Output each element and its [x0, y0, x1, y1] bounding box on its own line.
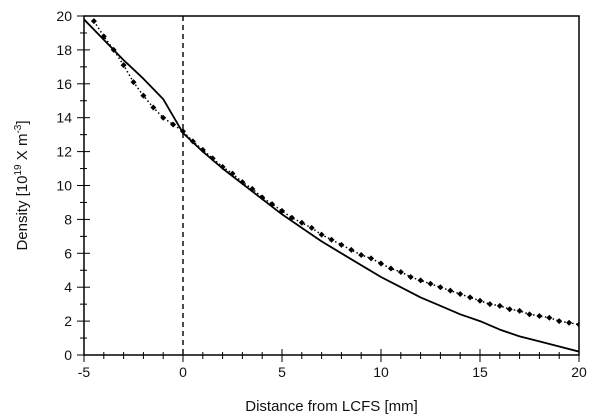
data-point	[338, 241, 345, 248]
data-point	[239, 179, 246, 186]
data-point	[170, 121, 177, 128]
data-point	[269, 201, 276, 208]
y-tick-label: 18	[56, 42, 72, 58]
y-tick-label: 0	[64, 347, 72, 363]
y-axis-title-superscript: 19	[13, 164, 24, 176]
data-point	[437, 284, 444, 291]
data-point	[467, 294, 474, 301]
data-point	[397, 268, 404, 275]
plot-area	[84, 16, 579, 355]
data-point	[486, 301, 493, 308]
data-point	[259, 194, 266, 201]
data-point	[536, 313, 543, 320]
data-point	[546, 314, 553, 321]
x-tick-label: 10	[373, 364, 389, 380]
data-point	[506, 306, 513, 313]
data-point	[526, 311, 533, 318]
data-point	[358, 251, 365, 258]
y-tick-label: 8	[64, 211, 72, 227]
y-axis-title: Density [1019 X m-3]	[13, 120, 31, 250]
y-axis-title-part: Density [10	[14, 176, 31, 251]
data-point	[229, 170, 236, 177]
data-point	[110, 46, 117, 53]
data-point	[180, 128, 186, 135]
x-axis-title: Distance from LCFS [mm]	[245, 398, 418, 415]
data-point	[318, 231, 325, 238]
y-tick-label: 4	[64, 279, 72, 295]
data-point	[160, 114, 167, 121]
data-point	[516, 307, 523, 314]
data-point	[328, 236, 335, 243]
data-point	[368, 255, 375, 262]
data-point	[130, 79, 137, 86]
data-point	[90, 18, 97, 25]
data-point	[288, 214, 295, 221]
y-axis-title-part: X m	[14, 134, 31, 165]
x-tick-label: 20	[571, 364, 587, 380]
axes: -5 0 5 10 15 20 0 2 4 6 8 10 12 14 16 18 20	[56, 8, 587, 380]
data-point	[279, 207, 285, 214]
y-tick-label: 14	[56, 110, 72, 126]
data-point	[427, 280, 434, 287]
y-axis-title-part: ]	[14, 120, 31, 124]
data-point	[387, 265, 394, 272]
data-point	[566, 319, 573, 326]
y-tick-label: 6	[64, 245, 72, 261]
series-1	[84, 18, 579, 353]
data-point	[417, 277, 424, 284]
y-tick-label: 10	[56, 178, 72, 194]
data-point	[298, 219, 305, 226]
data-point	[308, 224, 315, 231]
y-axis-title-superscript: -3	[13, 124, 24, 133]
data-point	[209, 155, 216, 162]
series-1-line	[84, 18, 579, 353]
data-point	[120, 62, 127, 69]
data-point	[457, 290, 464, 297]
y-tick-label: 2	[64, 313, 72, 329]
data-point	[407, 274, 414, 281]
data-point	[140, 92, 147, 99]
series-2	[90, 18, 579, 328]
data-point	[477, 297, 483, 304]
series-2-line	[93, 20, 579, 326]
y-tick-label: 12	[56, 144, 72, 160]
x-tick-label: 15	[472, 364, 488, 380]
x-tick-label: 0	[179, 364, 187, 380]
x-tick-label: 5	[278, 364, 286, 380]
data-point	[199, 146, 206, 153]
data-point	[378, 260, 384, 267]
data-point	[219, 163, 226, 170]
x-tick-label: -5	[78, 364, 91, 380]
data-point	[150, 104, 157, 111]
data-point	[249, 185, 256, 192]
data-point	[447, 287, 454, 294]
data-point	[496, 302, 503, 309]
data-point	[189, 138, 196, 145]
data-point	[556, 318, 563, 325]
y-tick-label: 20	[56, 8, 72, 24]
data-point	[348, 246, 355, 253]
plot-frame	[83, 15, 580, 356]
data-point	[100, 33, 107, 40]
y-tick-label: 16	[56, 76, 72, 92]
